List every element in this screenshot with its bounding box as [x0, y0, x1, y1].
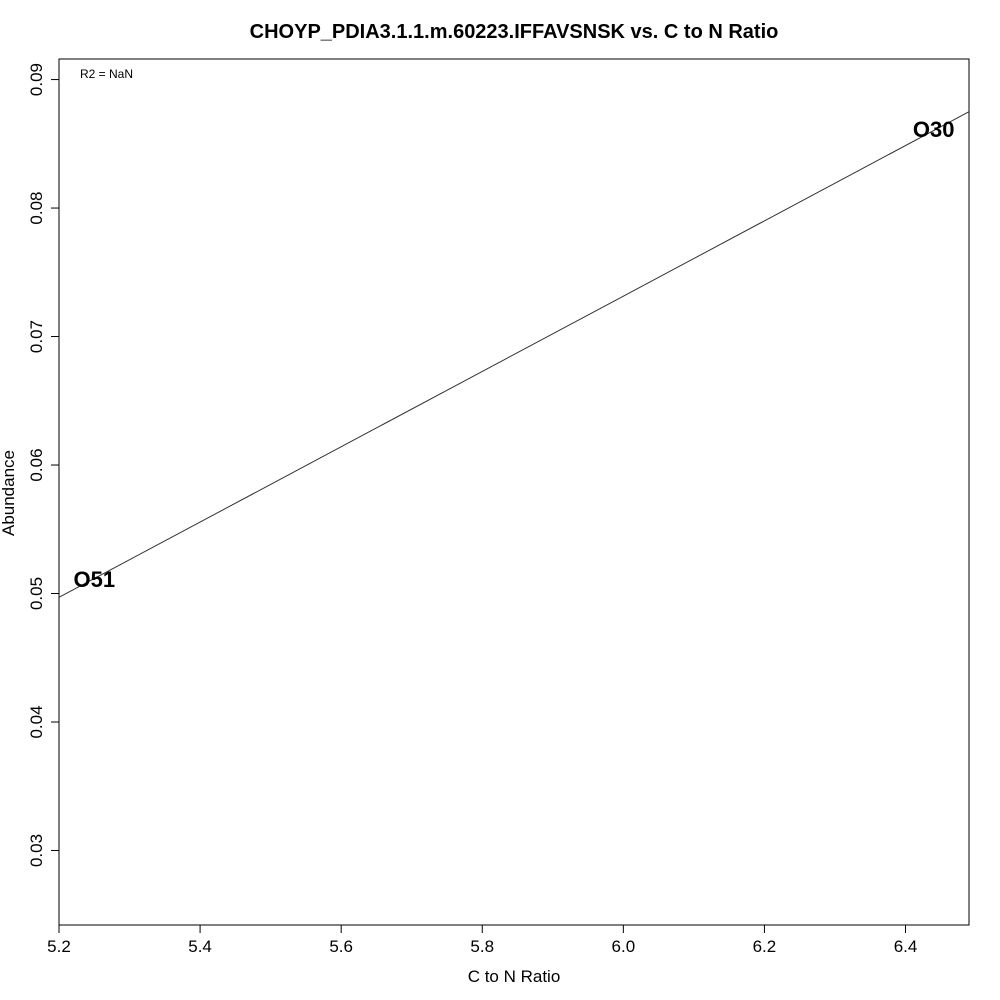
- point-label-o51: O51: [73, 567, 115, 592]
- x-tick-label: 6.0: [612, 937, 636, 956]
- point-label-o30: O30: [913, 117, 955, 142]
- y-tick-label: 0.05: [27, 577, 46, 610]
- x-tick-label: 5.2: [47, 937, 71, 956]
- r2-annotation: R2 = NaN: [80, 67, 133, 81]
- y-tick-label: 0.09: [27, 63, 46, 96]
- y-tick-label: 0.03: [27, 834, 46, 867]
- point-labels: O51 O30: [73, 117, 954, 592]
- y-tick-label: 0.07: [27, 320, 46, 353]
- plot-area-frame: [58, 58, 970, 926]
- chart-title: CHOYP_PDIA3.1.1.m.60223.IFFAVSNSK vs. C …: [250, 21, 779, 43]
- x-axis: 5.2 5.4 5.6 5.8 6.0 6.2 6.4: [47, 924, 918, 956]
- y-tick-label: 0.08: [27, 191, 46, 224]
- x-tick-label: 5.4: [188, 937, 212, 956]
- x-tick-label: 5.6: [329, 937, 353, 956]
- x-tick-label: 6.2: [753, 937, 777, 956]
- y-axis-label: Abundance: [0, 450, 18, 536]
- regression-line: [58, 111, 970, 598]
- x-axis-label: C to N Ratio: [468, 967, 561, 986]
- y-axis: 0.03 0.04 0.05 0.06 0.07 0.08 0.09: [27, 63, 60, 867]
- y-tick-label: 0.06: [27, 448, 46, 481]
- x-tick-label: 5.8: [470, 937, 494, 956]
- y-tick-label: 0.04: [27, 705, 46, 738]
- x-tick-label: 6.4: [894, 937, 918, 956]
